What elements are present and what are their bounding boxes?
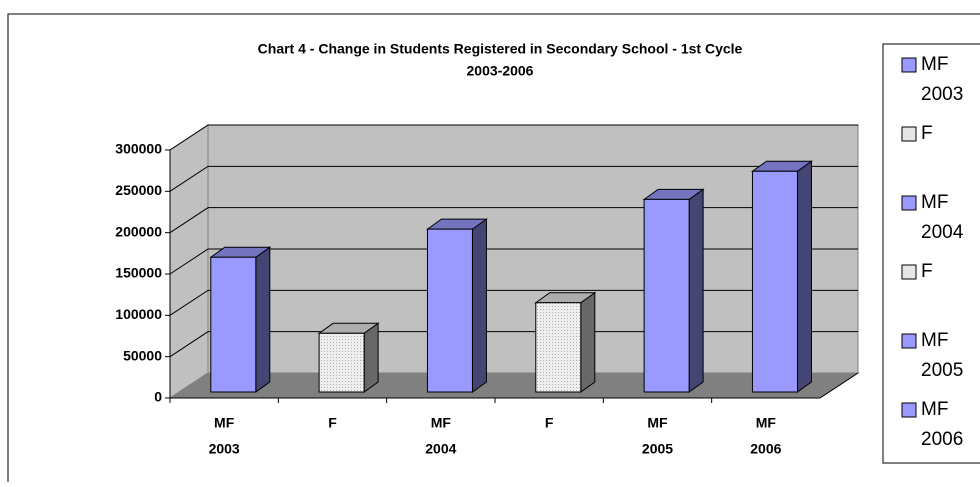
x-tick-label: F bbox=[328, 415, 337, 431]
legend-label: 2004 bbox=[921, 222, 964, 243]
legend-label: MF bbox=[921, 399, 948, 420]
bar-side bbox=[255, 246, 271, 393]
bar-side bbox=[471, 218, 487, 393]
legend-label: 2005 bbox=[921, 360, 963, 381]
y-tick-label: 200000 bbox=[115, 223, 162, 239]
bar-front bbox=[535, 302, 582, 393]
x-tick-label: F bbox=[545, 415, 554, 431]
x-tick-label: MF bbox=[647, 415, 668, 431]
bar-front bbox=[318, 332, 365, 393]
legend-label: 2003 bbox=[921, 84, 963, 105]
y-tick-label: 150000 bbox=[115, 265, 162, 281]
x-tick-label: MF bbox=[431, 415, 452, 431]
y-tick-label: 300000 bbox=[115, 141, 162, 157]
grid-line bbox=[169, 165, 858, 192]
legend-swatch bbox=[901, 333, 917, 349]
y-tick-label: 250000 bbox=[115, 182, 162, 198]
bar-side bbox=[580, 291, 596, 393]
bar bbox=[750, 160, 814, 393]
bar-front bbox=[426, 228, 473, 393]
x-axis-back bbox=[819, 372, 859, 399]
chart-title: Chart 4 - Change in Students Registered … bbox=[258, 41, 743, 57]
legend-box bbox=[882, 43, 980, 464]
legend-swatch bbox=[901, 57, 917, 73]
y-tick-label: 100000 bbox=[115, 306, 162, 322]
bar-front bbox=[210, 256, 257, 393]
bar bbox=[317, 322, 380, 393]
legend-label: F bbox=[921, 261, 933, 282]
grid-line bbox=[169, 207, 858, 234]
legend-label: MF bbox=[921, 330, 948, 351]
legend-swatch bbox=[901, 264, 917, 280]
legend-label: MF bbox=[921, 192, 948, 213]
bar bbox=[642, 188, 705, 393]
bar-side bbox=[796, 160, 812, 393]
x-tick-label: 2006 bbox=[750, 441, 781, 457]
x-tick-label: 2004 bbox=[425, 441, 456, 457]
x-tick-label: 2003 bbox=[209, 441, 240, 457]
y-tick-label: 0 bbox=[154, 389, 162, 405]
legend-swatch bbox=[901, 195, 917, 211]
bar-front bbox=[643, 198, 690, 393]
grid-line bbox=[169, 289, 858, 316]
x-tick-label: MF bbox=[756, 415, 777, 431]
bar-front bbox=[751, 170, 798, 393]
grid-line bbox=[169, 124, 858, 151]
bar-side bbox=[688, 188, 704, 393]
bar bbox=[209, 246, 272, 393]
x-tick-label: MF bbox=[214, 415, 235, 431]
bar bbox=[534, 291, 597, 393]
legend-label: MF bbox=[921, 54, 948, 75]
bar-side bbox=[363, 322, 379, 393]
grid-line bbox=[169, 331, 858, 358]
chart-border bbox=[7, 13, 980, 482]
x-tick-label: 2005 bbox=[642, 441, 673, 457]
chart-subtitle: 2003-2006 bbox=[467, 63, 534, 79]
y-tick-label: 50000 bbox=[123, 347, 162, 363]
legend-label: 2006 bbox=[921, 429, 963, 450]
bar bbox=[425, 218, 489, 393]
legend-swatch bbox=[901, 126, 917, 142]
legend-swatch bbox=[901, 402, 917, 418]
legend-label: F bbox=[921, 123, 933, 144]
grid-line bbox=[169, 248, 858, 275]
